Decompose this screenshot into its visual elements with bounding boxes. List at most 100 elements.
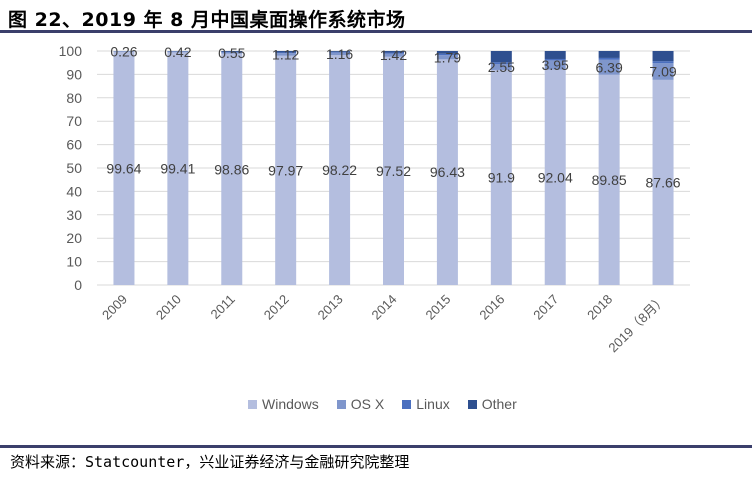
- bar-segment-other: [436, 51, 458, 54]
- bar-segment-osx: [113, 51, 135, 52]
- data-label-osx: 6.39: [596, 59, 623, 75]
- bar-segment-other: [490, 51, 512, 63]
- footer-divider: [0, 445, 752, 448]
- bar-segment-linux: [383, 52, 404, 54]
- data-label-windows: 91.9: [488, 169, 515, 185]
- chart-legend: Windows OS X Linux Other: [248, 396, 517, 412]
- data-label-windows: 87.66: [646, 174, 681, 190]
- data-label-osx: 1.12: [272, 46, 299, 62]
- data-label-osx: 3.95: [542, 57, 569, 73]
- x-tick-label: 2019（8月）: [605, 292, 669, 356]
- bar-segment-other: [275, 51, 297, 53]
- x-tick-label: 2018: [584, 292, 615, 323]
- x-tick-label: 2015: [422, 292, 453, 323]
- y-tick-label: 50: [66, 160, 82, 176]
- bar-segment-osx: [490, 63, 512, 70]
- bar-segment-other: [329, 51, 351, 52]
- bar-segment-linux: [652, 61, 674, 64]
- y-tick-label: 100: [59, 43, 83, 59]
- title-divider: [0, 30, 752, 33]
- data-label-osx: 0.55: [218, 45, 245, 61]
- data-label-windows: 89.85: [592, 172, 627, 188]
- bar-segment-linux: [329, 51, 351, 53]
- legend-swatch-windows: [248, 399, 257, 409]
- x-tick-label: 2010: [153, 292, 184, 323]
- bar-segment-linux: [436, 53, 458, 56]
- legend-swatch-linux: [402, 399, 412, 409]
- data-label-windows: 99.41: [160, 161, 195, 177]
- bar-segment-windows: [329, 55, 351, 286]
- y-tick-label: 0: [74, 277, 82, 293]
- y-tick-label: 20: [66, 230, 82, 246]
- legend-label: OS X: [350, 396, 385, 412]
- data-label-osx: 1.42: [380, 47, 407, 63]
- x-tick-label: 2014: [369, 292, 400, 323]
- bar-segment-osx: [436, 55, 458, 60]
- x-tick-label: 2017: [530, 292, 561, 323]
- x-tick-label: 2011: [208, 292, 238, 322]
- x-tick-label: 2016: [476, 292, 507, 323]
- bar-segment-osx: [167, 51, 189, 53]
- y-tick-label: 70: [66, 113, 82, 129]
- bar-segment-windows: [598, 74, 620, 285]
- bar-segment-windows: [383, 56, 404, 286]
- legend-item-windows: Windows: [248, 396, 319, 412]
- bar-segment-osx: [598, 59, 620, 75]
- y-tick-label: 60: [66, 137, 82, 153]
- data-label-osx: 1.79: [434, 49, 461, 65]
- bar-segment-other: [652, 51, 674, 62]
- data-label-osx: 1.16: [326, 46, 353, 62]
- figure-title: 图 22、2019 年 8 月中国桌面操作系统市场: [8, 9, 406, 31]
- legend-label: Windows: [262, 396, 319, 412]
- data-label-osx: 0.42: [164, 44, 191, 60]
- data-label-windows: 98.22: [322, 162, 357, 178]
- bar-segment-windows: [167, 52, 189, 285]
- legend-swatch-other: [467, 399, 477, 409]
- data-label-windows: 99.64: [106, 160, 141, 176]
- y-tick-label: 90: [66, 66, 82, 82]
- y-tick-label: 40: [66, 183, 82, 199]
- bar-segment-windows: [275, 55, 297, 285]
- bar-segment-osx: [221, 52, 243, 54]
- y-tick-label: 30: [66, 207, 82, 223]
- data-label-windows: 92.04: [538, 169, 573, 185]
- legend-swatch-osx: [336, 399, 346, 409]
- x-tick-label: 2009: [99, 292, 130, 323]
- bar-segment-osx: [275, 53, 297, 56]
- bar-segment-windows: [652, 79, 674, 285]
- source-note: 资料来源：Statcounter，兴业证券经济与金融研究院整理: [10, 453, 410, 471]
- bar-segment-other: [544, 51, 566, 59]
- bar-segment-osx: [383, 53, 404, 57]
- bar-segment-other: [221, 51, 243, 52]
- legend-item-osx: OS X: [336, 396, 385, 412]
- data-label-osx: 0.26: [110, 44, 137, 60]
- data-label-osx: 2.55: [488, 59, 515, 75]
- data-label-osx: 7.09: [649, 64, 676, 80]
- bar-segment-windows: [490, 69, 512, 285]
- bar-segment-linux: [544, 58, 566, 61]
- x-tick-label: 2012: [261, 292, 292, 323]
- legend-item-linux: Linux: [402, 396, 450, 412]
- data-label-windows: 98.86: [214, 161, 249, 177]
- stacked-bar-chart: 0 10 20 30 40 50 60 70 80 90 100 99.64 0.26 2009 99.41…: [59, 43, 690, 356]
- bar-segment-windows: [436, 59, 458, 285]
- legend-label: Linux: [416, 396, 450, 412]
- bar-segment-other: [598, 51, 620, 58]
- y-tick-label: 80: [66, 90, 82, 106]
- bar-segment-windows: [221, 53, 243, 285]
- bar-segment-linux: [275, 52, 297, 54]
- bar-segment-osx: [329, 52, 351, 56]
- legend-item-other: Other: [467, 396, 517, 412]
- legend-label: Other: [481, 396, 517, 412]
- bar-segment-linux: [598, 57, 620, 60]
- data-label-windows: 97.52: [376, 163, 411, 179]
- data-label-windows: 97.97: [268, 162, 303, 178]
- bar-segment-osx: [544, 60, 566, 70]
- y-tick-label: 10: [66, 254, 82, 270]
- bar-segment-windows: [113, 51, 135, 285]
- bar-segment-windows: [544, 69, 566, 285]
- data-label-windows: 96.43: [430, 164, 465, 180]
- bar-segment-osx: [652, 63, 674, 80]
- x-tick-label: 2013: [315, 292, 346, 323]
- bar-segment-linux: [490, 62, 512, 64]
